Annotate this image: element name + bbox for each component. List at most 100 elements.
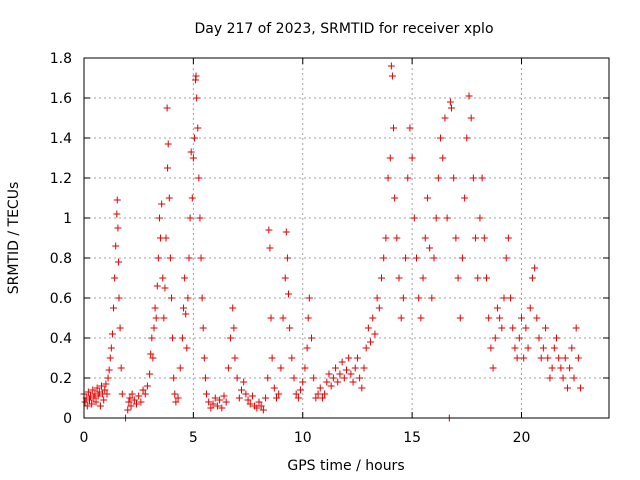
data-point xyxy=(189,154,197,162)
data-point xyxy=(316,384,324,392)
data-point xyxy=(268,354,276,362)
data-point xyxy=(273,394,280,402)
data-point xyxy=(265,226,273,234)
data-point xyxy=(197,254,205,262)
data-point xyxy=(546,374,554,382)
data-point xyxy=(358,384,366,392)
data-point xyxy=(100,396,108,404)
data-point xyxy=(413,254,420,262)
data-point xyxy=(195,174,203,182)
data-point xyxy=(548,364,556,372)
data-point xyxy=(231,354,239,362)
data-point xyxy=(115,258,123,266)
data-point xyxy=(114,224,122,232)
data-point xyxy=(118,390,126,398)
data-point xyxy=(192,72,200,80)
data-point xyxy=(487,344,495,352)
data-point xyxy=(369,314,377,322)
data-point xyxy=(96,402,104,410)
data-point xyxy=(297,386,305,394)
data-point xyxy=(437,134,445,142)
data-point xyxy=(515,334,523,342)
data-point xyxy=(181,274,189,282)
data-point xyxy=(85,396,93,404)
data-point xyxy=(220,392,228,400)
data-point xyxy=(294,394,302,402)
data-point xyxy=(126,394,134,402)
data-point xyxy=(182,310,190,318)
data-point xyxy=(230,324,238,332)
data-point xyxy=(467,114,475,122)
data-point xyxy=(110,304,118,312)
data-point xyxy=(164,140,172,148)
data-point xyxy=(434,174,442,182)
chart-title: Day 217 of 2023, SRMTID for receiver xpl… xyxy=(194,21,493,37)
data-point xyxy=(456,314,464,322)
data-point xyxy=(395,274,403,282)
data-point xyxy=(402,254,410,262)
data-point xyxy=(347,370,355,378)
data-point xyxy=(329,374,337,382)
data-point xyxy=(393,234,401,242)
data-point xyxy=(489,364,497,372)
data-point xyxy=(233,374,241,382)
data-point xyxy=(139,386,147,394)
x-tick-label: 20 xyxy=(513,430,531,446)
data-point xyxy=(164,164,172,172)
data-point xyxy=(502,254,510,262)
y-axis-label: SRMTID / TECUs xyxy=(6,182,22,295)
data-point xyxy=(480,234,488,242)
data-point xyxy=(200,354,208,362)
data-point xyxy=(531,264,539,272)
data-point xyxy=(439,154,447,162)
data-point xyxy=(314,390,322,398)
data-point xyxy=(244,396,252,404)
data-point xyxy=(345,354,353,362)
data-point xyxy=(137,398,145,406)
data-point xyxy=(391,194,399,202)
data-point xyxy=(246,400,254,408)
data-point xyxy=(520,354,528,362)
data-point xyxy=(386,154,394,162)
data-point xyxy=(303,344,311,352)
data-point xyxy=(323,378,331,386)
data-point xyxy=(160,314,168,322)
data-point xyxy=(148,334,156,342)
data-point xyxy=(410,214,418,222)
data-point xyxy=(106,354,114,362)
x-tick-label: 15 xyxy=(403,430,421,446)
data-point xyxy=(390,124,398,132)
data-point xyxy=(154,254,162,262)
data-point xyxy=(318,394,326,402)
data-point xyxy=(443,214,451,222)
data-point xyxy=(340,374,348,382)
data-point xyxy=(469,174,477,182)
data-point xyxy=(170,374,178,382)
data-point xyxy=(301,364,309,372)
data-point xyxy=(135,392,143,400)
data-point xyxy=(146,370,154,378)
data-point xyxy=(124,406,132,414)
data-point xyxy=(458,254,466,262)
axes: 0 0.2 0.4 0.6 0.8 1 1.2 1.4 1.6 1.8 0 5 10 15 20 xyxy=(50,51,609,446)
data-point xyxy=(133,400,140,408)
data-point xyxy=(130,396,138,404)
data-point xyxy=(518,314,525,322)
data-point xyxy=(196,214,204,222)
data-point xyxy=(308,334,315,342)
data-point xyxy=(155,214,163,222)
data-point xyxy=(90,394,98,402)
data-point xyxy=(166,254,174,262)
data-point xyxy=(397,314,405,322)
data-point xyxy=(310,374,318,382)
data-point xyxy=(193,94,201,102)
data-point xyxy=(509,324,517,332)
data-point xyxy=(279,314,287,322)
data-point xyxy=(81,398,89,406)
data-point xyxy=(213,402,221,410)
data-point xyxy=(89,386,97,394)
data-point xyxy=(384,174,392,182)
data-point xyxy=(423,194,431,202)
data-point xyxy=(349,378,357,386)
data-point xyxy=(163,104,171,112)
